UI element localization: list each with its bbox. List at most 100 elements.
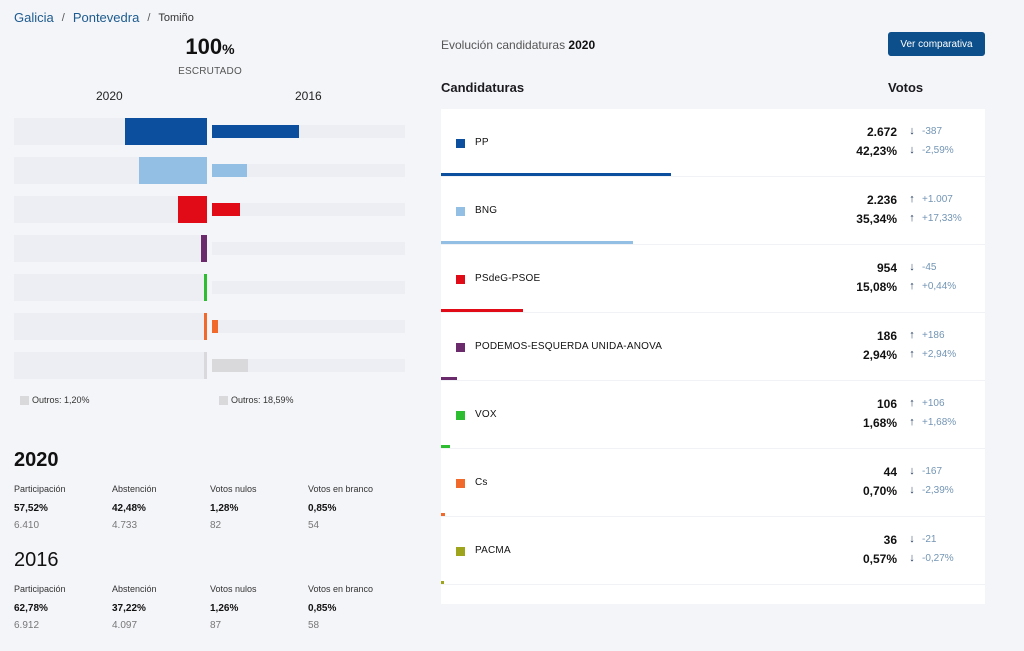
percentage-delta-value: -0,27%: [922, 552, 954, 564]
stat-pct: 42,48%: [112, 503, 146, 514]
arrow-down-icon: ↓: [909, 125, 915, 137]
stat-label: Abstención: [112, 484, 157, 494]
party-row[interactable]: Cs 44 0,70% ↓ -167 ↓ -2,39%: [441, 449, 985, 517]
percentage-delta: ↑ +0,44%: [908, 280, 956, 292]
party-row[interactable]: PSdeG-PSOE 954 15,08% ↓ -45 ↑ +0,44%: [441, 245, 985, 313]
percentage-delta: ↑ +2,94%: [908, 348, 956, 360]
chart-row: [14, 196, 406, 235]
bar-2020-pp: [125, 118, 207, 145]
party-percentage: 35,34%: [856, 212, 897, 226]
stat-label: Participación: [14, 584, 66, 594]
comparison-chart: [14, 118, 406, 391]
party-row-clipped[interactable]: [441, 585, 985, 604]
votes-delta-value: -167: [922, 465, 943, 477]
others-swatch: [219, 395, 228, 405]
breadcrumb: Galicia / Pontevedra / Tomiño: [14, 10, 194, 25]
percentage-delta-value: +0,44%: [922, 280, 957, 292]
party-row[interactable]: PACMA 36 0,57% ↓ -21 ↓ -0,27%: [441, 517, 985, 585]
party-row[interactable]: BNG 2.236 35,34% ↑ +1.007 ↑ +17,33%: [441, 177, 985, 245]
party-color-swatch: [456, 207, 465, 216]
party-color-swatch: [456, 479, 465, 488]
votes-delta: ↑ +1.007: [908, 193, 953, 205]
stat-pct: 1,28%: [210, 503, 239, 514]
breadcrumb-pontevedra[interactable]: Pontevedra: [72, 10, 140, 25]
stat-num: 4.733: [112, 520, 138, 531]
scrutiny-value: 100: [185, 34, 223, 59]
others-label-2020: Outros: 1,20%: [32, 395, 90, 405]
bar-track-2016: [212, 359, 405, 372]
chart-row: [14, 352, 406, 391]
candidates-list[interactable]: PP 2.672 42,23% ↓ -387 ↓ -2,59% BNG 2.236 35,34% ↑…: [441, 109, 985, 604]
votes-delta: ↓ -45: [908, 261, 936, 273]
votes-delta: ↑ +106: [908, 397, 945, 409]
votes-delta: ↓ -387: [908, 125, 942, 137]
bar-track-2016: [212, 164, 405, 177]
stat-abstention: Abstención 42,48% 4.733: [112, 484, 210, 531]
party-color-swatch: [456, 343, 465, 352]
column-header-votes: Votos: [888, 80, 924, 95]
stats-year: 2016: [14, 549, 59, 571]
party-row[interactable]: VOX 106 1,68% ↑ +106 ↑ +1,68%: [441, 381, 985, 449]
party-share-bar: [441, 581, 445, 584]
compare-button[interactable]: Ver comparativa: [888, 32, 985, 56]
chart-year-left: 2020: [96, 89, 123, 103]
party-votes: 2.672: [866, 125, 897, 139]
party-color-swatch: [456, 547, 465, 556]
votes-delta-value: +106: [922, 397, 945, 409]
bar-track-2020: [14, 313, 207, 340]
party-name: PSdeG-PSOE: [475, 273, 541, 284]
bar-2020-outros: [204, 352, 207, 379]
bar-track-2016: [212, 203, 405, 216]
bar-track-2020: [14, 274, 207, 301]
party-color-swatch: [456, 139, 465, 148]
party-percentage: 15,08%: [856, 280, 897, 294]
stat-pct: 37,22%: [112, 603, 146, 614]
percentage-delta: ↓ -2,59%: [908, 144, 953, 156]
party-votes: 2.236: [866, 193, 897, 207]
scrutiny-summary: 100% ESCRUTADO: [110, 34, 310, 77]
party-color-swatch: [456, 275, 465, 284]
stat-num: 4.097: [112, 620, 138, 631]
stat-num: 58: [308, 620, 320, 631]
arrow-down-icon: ↓: [909, 465, 915, 477]
party-row[interactable]: PP 2.672 42,23% ↓ -387 ↓ -2,59%: [441, 109, 985, 177]
others-legend-2016: Outros: 18,59%: [219, 395, 294, 405]
stat-num: 6.912: [14, 620, 40, 631]
votes-delta: ↓ -21: [908, 533, 936, 545]
arrow-up-icon: ↑: [909, 193, 915, 205]
stat-label: Votos nulos: [210, 484, 257, 494]
bar-2016-psdeg-psoe: [212, 203, 241, 216]
others-label-2016: Outros: 18,59%: [231, 395, 294, 405]
party-name: Cs: [475, 477, 488, 488]
bar-2020-cs: [204, 313, 207, 340]
stat-pct: 0,85%: [308, 603, 337, 614]
votes-delta-value: +186: [922, 329, 945, 341]
stat-participation: Participación 57,52% 6.410: [14, 484, 112, 531]
stat-abstention: Abstención 37,22% 4.097: [112, 584, 210, 631]
chart-row: [14, 274, 406, 313]
stat-label: Abstención: [112, 584, 157, 594]
party-share-bar: [441, 309, 524, 312]
stat-pct: 1,26%: [210, 603, 239, 614]
party-row[interactable]: PODEMOS-ESQUERDA UNIDA-ANOVA 186 2,94% ↑ +18…: [441, 313, 985, 381]
stat-label: Participación: [14, 484, 66, 494]
bar-2020-bng: [138, 157, 207, 184]
arrow-down-icon: ↓: [909, 261, 915, 273]
breadcrumb-separator: /: [147, 11, 151, 24]
arrow-up-icon: ↑: [909, 416, 915, 428]
scrutiny-percentage: 100%: [110, 34, 310, 60]
percentage-delta-value: +1,68%: [922, 416, 957, 428]
votes-delta: ↑ +186: [908, 329, 945, 341]
party-percentage: 0,70%: [862, 484, 897, 498]
bar-track-2016: [212, 281, 405, 294]
arrow-down-icon: ↓: [909, 533, 915, 545]
stat-num: 6.410: [14, 520, 40, 531]
column-header-candidates: Candidaturas: [441, 80, 525, 95]
arrow-down-icon: ↓: [909, 484, 915, 496]
stats-2016: 2016 Participación 62,78% 6.912 Abstenci…: [14, 549, 406, 631]
stat-blank-votes: Votos en branco 0,85% 58: [308, 584, 406, 631]
stat-label: Votos en branco: [308, 584, 374, 594]
party-color-swatch: [456, 411, 465, 420]
scrutiny-unit: %: [222, 41, 235, 57]
breadcrumb-galicia[interactable]: Galicia: [14, 10, 54, 25]
